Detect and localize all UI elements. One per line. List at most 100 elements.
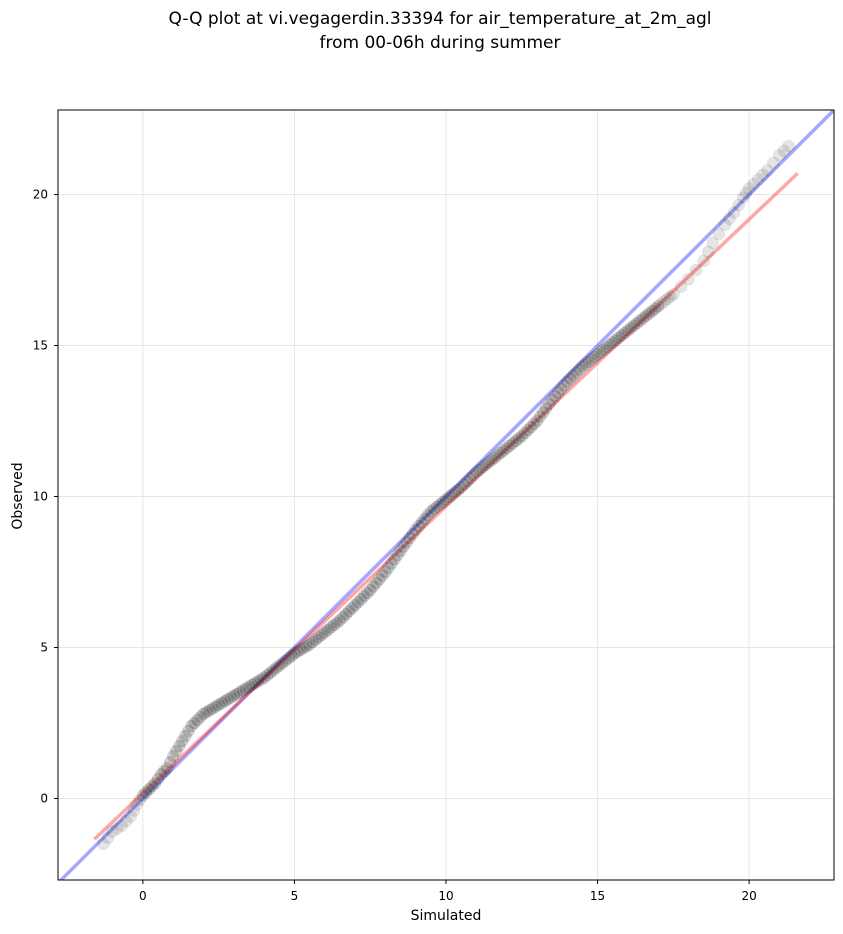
quantile-point-204 [767, 156, 780, 170]
quantile-point-46 [245, 678, 259, 692]
quantile-point-128 [494, 446, 507, 460]
quantile-point-63 [297, 641, 310, 655]
quantile-point-5 [119, 814, 133, 828]
quantile-point-122 [476, 461, 489, 474]
quantile-point-111 [442, 490, 456, 504]
quantile-point-153 [570, 366, 583, 379]
quantile-point-53 [266, 664, 280, 677]
quantile-point-89 [376, 569, 389, 582]
chart-title-line-2: from 00-06h during summer [320, 33, 561, 53]
quantile-point-99 [406, 527, 419, 541]
quantile-point-69 [315, 628, 328, 642]
quantile-point-29 [194, 710, 207, 724]
quantile-point-165 [606, 336, 619, 349]
quantile-point-177 [642, 307, 656, 320]
quantile-point-191 [706, 236, 719, 250]
quantile-point-137 [521, 423, 535, 437]
quantile-point-159 [588, 350, 601, 364]
quantile-point-75 [333, 614, 347, 627]
quantile-point-84 [360, 586, 374, 600]
quantile-point-65 [303, 638, 316, 651]
quantile-point-91 [382, 561, 395, 575]
quantile-point-113 [448, 486, 462, 499]
quantile-point-164 [603, 338, 616, 352]
quantile-point-28 [191, 713, 204, 727]
quantile-point-184 [664, 290, 677, 303]
y-tick-label-3: 15 [33, 339, 48, 353]
quantile-point-87 [370, 576, 383, 590]
y-axis-ticks: 0 5 10 15 20 [33, 188, 58, 805]
quantile-point-92 [385, 557, 398, 570]
x-tick-label-1: 5 [291, 889, 299, 903]
x-tick-label-4: 20 [741, 889, 756, 903]
quantile-point-26 [185, 719, 198, 733]
quantile-point-62 [294, 643, 307, 657]
quantile-point-199 [742, 182, 756, 195]
quantile-point-49 [254, 673, 268, 686]
quantile-point-118 [464, 472, 477, 485]
quantile-point-144 [542, 397, 556, 411]
y-tick-label-4: 20 [33, 188, 48, 202]
identity-line [58, 110, 834, 880]
quantile-point-15 [151, 772, 165, 786]
quantile-point-198 [739, 186, 753, 200]
quantile-point-174 [633, 314, 647, 328]
quantile-point-190 [701, 245, 715, 259]
quantile-point-78 [342, 605, 356, 618]
quantile-point-185 [667, 287, 680, 301]
quantile-points [97, 139, 795, 851]
quantile-point-126 [488, 451, 501, 465]
quantile-point-167 [612, 331, 626, 344]
quantile-point-37 [218, 694, 231, 708]
quantile-point-200 [747, 177, 760, 191]
quantile-point-188 [689, 263, 703, 277]
quantile-point-142 [536, 406, 550, 419]
quantile-point-171 [624, 321, 638, 335]
quantile-point-116 [457, 478, 471, 491]
quantile-point-70 [318, 626, 331, 639]
quantile-point-52 [263, 666, 277, 680]
quantile-point-64 [300, 640, 313, 653]
quantile-point-45 [242, 680, 256, 693]
quantile-point-187 [682, 272, 695, 286]
quantile-point-21 [169, 744, 183, 758]
quantile-point-105 [424, 505, 438, 518]
quantile-point-176 [639, 309, 653, 323]
quantile-point-33 [206, 702, 219, 715]
quantile-point-202 [756, 168, 770, 182]
quantile-point-51 [260, 669, 274, 682]
quantile-point-50 [257, 671, 271, 684]
reference-lines [58, 110, 834, 880]
x-tick-label-0: 0 [139, 889, 147, 903]
quantile-point-81 [351, 595, 365, 609]
quantile-point-195 [727, 206, 741, 219]
quantile-point-101 [412, 519, 425, 533]
quantile-point-6 [124, 810, 137, 823]
quantile-point-172 [627, 319, 641, 332]
quantile-point-170 [621, 324, 635, 337]
quantile-point-61 [291, 645, 304, 658]
quantile-point-71 [321, 623, 335, 637]
quantile-point-189 [697, 254, 710, 268]
quantile-point-48 [251, 675, 265, 688]
quantile-point-80 [348, 598, 362, 612]
quantile-point-133 [509, 434, 522, 448]
quantile-point-19 [163, 755, 177, 769]
quantile-point-90 [379, 565, 392, 579]
quantile-point-86 [367, 580, 380, 593]
quantile-point-197 [736, 191, 750, 204]
quantile-point-121 [473, 463, 486, 477]
quantile-point-162 [597, 343, 610, 357]
quantile-point-7 [127, 804, 141, 817]
quantile-point-94 [391, 548, 404, 562]
quantile-point-31 [200, 705, 213, 719]
quantile-point-161 [594, 345, 607, 359]
quantile-point-11 [139, 786, 153, 799]
quantile-point-59 [285, 649, 298, 663]
quantile-point-203 [761, 164, 774, 177]
quantile-point-88 [373, 572, 386, 586]
quantile-point-178 [645, 304, 659, 318]
quantile-point-112 [445, 488, 459, 501]
quantile-point-10 [136, 789, 150, 802]
quantile-point-83 [357, 589, 371, 603]
